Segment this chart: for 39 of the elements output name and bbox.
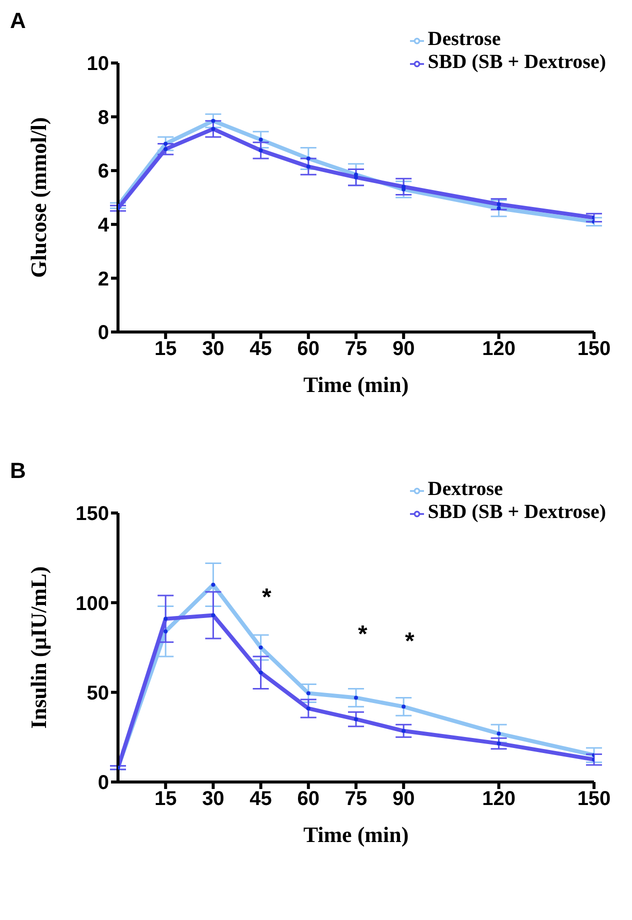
y-axis-title: Glucose (mmol/l) <box>26 117 51 278</box>
y-tick-label: 150 <box>76 503 109 526</box>
y-tick-label: 4 <box>98 214 110 236</box>
x-tick-label: 120 <box>482 338 516 360</box>
legend-label: SBD (SB + Dextrose) <box>428 51 606 73</box>
y-tick-label: 0 <box>98 322 109 344</box>
x-tick-label: 75 <box>344 788 368 810</box>
chart-title: B <box>10 458 26 484</box>
x-tick-label: 60 <box>297 338 320 360</box>
annotation: * <box>262 584 272 611</box>
x-tick-label: 45 <box>250 338 272 360</box>
chart-title: A <box>10 8 26 34</box>
annotation: * <box>405 628 414 655</box>
x-axis-title: Time (min) <box>303 372 409 397</box>
y-tick-label: 2 <box>98 268 109 290</box>
x-tick-label: 120 <box>482 788 516 810</box>
x-tick-label: 90 <box>392 788 415 810</box>
x-axis-title: Time (min) <box>303 822 409 847</box>
y-tick-label: 100 <box>76 592 109 615</box>
y-tick-label: 10 <box>86 53 109 76</box>
x-tick-label: 60 <box>297 788 320 810</box>
y-tick-label: 8 <box>98 106 109 129</box>
legend-label: SBD (SB + Dextrose) <box>428 501 606 523</box>
legend-label: Dextrose <box>428 478 503 500</box>
x-tick-label: 30 <box>202 338 224 360</box>
x-tick-label: 45 <box>250 788 272 810</box>
y-tick-label: 50 <box>86 682 109 704</box>
y-tick-label: 0 <box>98 772 109 794</box>
annotation: * <box>358 621 368 648</box>
x-tick-label: 30 <box>202 788 224 810</box>
x-tick-label: 150 <box>577 338 611 360</box>
x-tick-label: 90 <box>392 338 415 360</box>
legend-label: Destrose <box>428 28 501 50</box>
x-tick-label: 15 <box>154 338 177 360</box>
y-axis-title: Insulin (µIU/mL) <box>26 566 51 729</box>
x-tick-label: 75 <box>344 338 368 360</box>
y-tick-label: 6 <box>98 160 109 183</box>
x-tick-label: 150 <box>577 788 611 810</box>
x-tick-label: 15 <box>154 788 177 810</box>
